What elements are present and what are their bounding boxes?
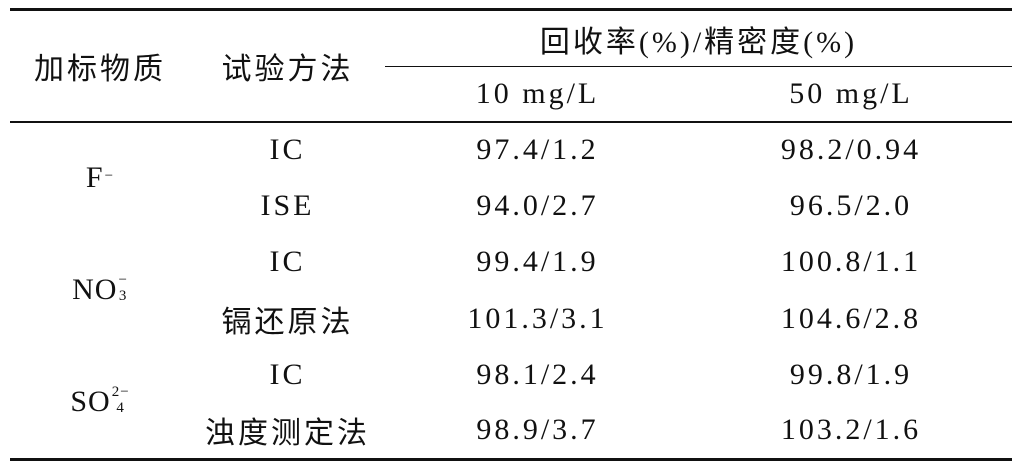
value: 98.9/3.7 xyxy=(385,402,690,461)
ion: SO 2− 4 xyxy=(70,384,130,420)
method: IC xyxy=(269,245,306,279)
ion-cell: F − xyxy=(10,122,190,235)
value: 96.5/2.0 xyxy=(789,188,913,222)
value: 98.1/2.4 xyxy=(476,357,599,391)
value: 99.4/1.9 xyxy=(476,245,599,279)
ion: F − xyxy=(86,161,114,195)
ion-base: SO xyxy=(70,384,111,418)
ion-sup: − xyxy=(118,271,128,288)
table-row: 浊度测定法 98.9/3.7 103.2/1.6 xyxy=(10,402,1012,461)
header-method: 试验方法 xyxy=(190,8,385,123)
table-body: F − IC 97.4/1.2 98.2/0.94 ISE 94.0/2.7 96.5/2.0… xyxy=(10,122,1012,461)
header-group: 回收率(%)/精密度(%) xyxy=(385,8,1012,67)
ion-sub: 4 xyxy=(116,399,125,416)
ion-scripts: 2− 4 xyxy=(112,384,130,416)
value: 101.3/3.1 xyxy=(467,301,608,335)
value: 100.8/1.1 xyxy=(780,245,922,279)
method: 浊度测定法 xyxy=(190,402,385,461)
ion-sub: 3 xyxy=(118,287,128,304)
method: IC xyxy=(269,133,306,167)
ion-cell: SO 2− 4 xyxy=(10,346,190,461)
table-row: 镉还原法 101.3/3.1 104.6/2.8 xyxy=(10,290,1012,346)
header-column: 10 mg/L xyxy=(385,66,690,123)
header-column: 50 mg/L xyxy=(690,66,1012,123)
value: 97.4/1.2 xyxy=(476,133,599,167)
ion: NO −3 xyxy=(72,272,128,308)
ion-sup: − xyxy=(104,168,115,185)
value: 94.0/2.7 xyxy=(476,188,599,222)
header-substance: 加标物质 xyxy=(10,8,190,123)
method: ISE xyxy=(260,188,315,222)
ion-scripts: −3 xyxy=(118,272,127,304)
value: 104.6/2.8 xyxy=(780,301,922,335)
table: 加标物质 试验方法 回收率(%)/精密度(%) 10 mg/L 50 mg/L … xyxy=(10,8,1012,461)
ion-base: F xyxy=(85,161,104,195)
table-wrap: 加标物质 试验方法 回收率(%)/精密度(%) 10 mg/L 50 mg/L … xyxy=(10,8,1012,461)
value: 99.8/1.9 xyxy=(789,357,913,391)
ion-cell: NO −3 xyxy=(10,234,190,347)
method: 镉还原法 xyxy=(221,305,354,339)
table-row: SO 2− 4 IC 98.1/2.4 99.8/1.9 xyxy=(10,346,1012,461)
value: 98.2/0.94 xyxy=(780,133,922,167)
method: IC xyxy=(269,357,306,391)
table-row: F − IC 97.4/1.2 98.2/0.94 xyxy=(10,122,1012,194)
ion-scripts: − xyxy=(105,168,114,184)
ion-sup: 2− xyxy=(111,383,130,400)
table-row: ISE 94.0/2.7 96.5/2.0 xyxy=(10,178,1012,234)
ion-base: NO xyxy=(72,272,118,306)
value: 103.2/1.6 xyxy=(690,402,1012,461)
table-row: NO −3 IC 99.4/1.9 100.8/1.1 xyxy=(10,234,1012,306)
